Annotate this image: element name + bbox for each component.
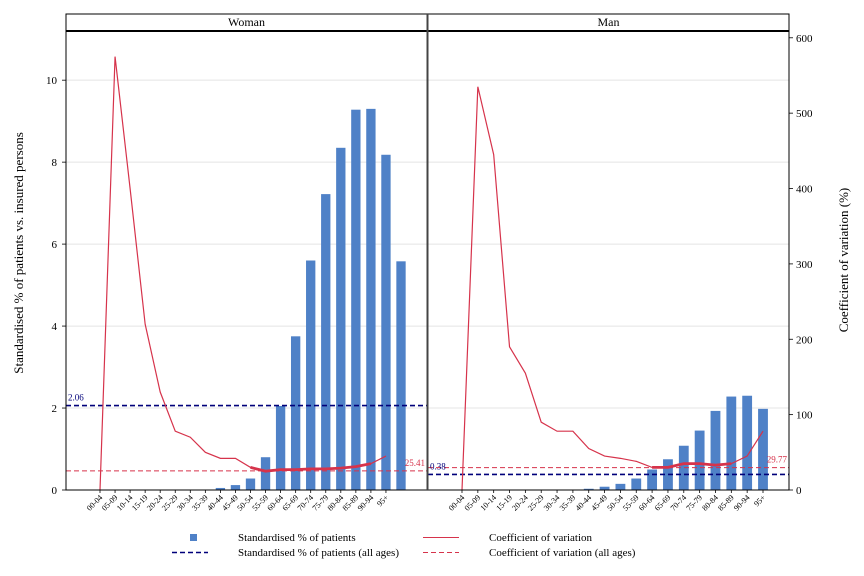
y-tick-label-right: 600 <box>796 33 813 45</box>
y-tick-label-right: 400 <box>796 184 813 196</box>
x-tick-label: 70-74 <box>669 493 689 513</box>
x-tick-label: 35-39 <box>558 493 578 513</box>
x-tick-label: 80-84 <box>326 493 346 513</box>
ref-cv-label: 29.77 <box>767 455 788 465</box>
bar <box>742 395 753 490</box>
x-tick-label: 60-64 <box>265 493 285 513</box>
legend-label: Standardised % of patients (all ages) <box>238 547 399 559</box>
bars <box>215 108 768 491</box>
ref-bar-label: 2.06 <box>68 393 84 403</box>
bar <box>215 487 226 490</box>
reference-lines: 2.06 25.41 0.38 29.77 <box>66 393 789 476</box>
bar <box>599 486 610 490</box>
y-axis-left-label: Standardised % of patients vs. insured p… <box>11 132 26 374</box>
bar <box>631 478 642 490</box>
y-tick-label-right: 0 <box>796 485 802 497</box>
bar <box>290 336 301 490</box>
x-tick-label: 85-89 <box>716 493 736 513</box>
y-tick-label-right: 200 <box>796 334 813 346</box>
bar <box>583 488 594 490</box>
legend: Standardised % of patients Coefficient of… <box>172 532 636 559</box>
x-tick-label: 05-09 <box>463 493 483 513</box>
x-tick-label: 55-59 <box>621 493 641 513</box>
bar <box>306 260 316 490</box>
bar <box>663 459 673 490</box>
ref-bar-label: 0.38 <box>430 461 446 471</box>
x-tick-label: 50-54 <box>605 493 625 513</box>
y-tick-label-right: 300 <box>796 259 813 271</box>
x-tick-label: 40-44 <box>205 493 225 513</box>
bar <box>351 109 361 490</box>
x-tick-label: 25-29 <box>526 493 546 513</box>
y-tick-label-left: 4 <box>52 321 58 333</box>
x-tick-label: 55-59 <box>250 493 270 513</box>
x-tick-label: 20-24 <box>145 493 165 513</box>
bar <box>710 410 721 490</box>
x-tick-label: 30-34 <box>175 493 195 513</box>
x-tick-label: 40-44 <box>574 493 594 513</box>
x-tick-label: 90-94 <box>732 493 752 513</box>
x-tick-label: 10-14 <box>479 493 499 513</box>
x-tick-label: 95+ <box>752 493 768 509</box>
x-tick-label: 65-69 <box>653 493 673 513</box>
x-tick-label: 80-84 <box>700 493 720 513</box>
x-tick-label: 00-04 <box>85 493 105 513</box>
x-tick-label: 50-54 <box>235 493 255 513</box>
x-tick-label: 60-64 <box>637 493 657 513</box>
bar <box>615 483 626 490</box>
cv-line-emphasis <box>250 462 372 473</box>
panel-title: Woman <box>228 15 265 29</box>
legend-marker-bar <box>190 534 197 541</box>
legend-label: Standardised % of patients <box>238 532 356 544</box>
y-tick-label-left: 0 <box>52 485 58 497</box>
bar <box>694 430 705 490</box>
bar <box>366 108 376 490</box>
x-tick-label: 15-19 <box>494 493 514 513</box>
bar <box>647 469 658 490</box>
x-tick-label: 95+ <box>375 493 391 509</box>
x-tick-label: 75-79 <box>311 493 331 513</box>
bar <box>245 478 256 490</box>
y-tick-label-right: 500 <box>796 108 813 120</box>
x-tick-label: 75-79 <box>684 493 704 513</box>
legend-label: Coefficient of variation <box>489 532 593 544</box>
y-tick-label-left: 10 <box>46 75 58 87</box>
cv-lines <box>99 56 764 491</box>
bar <box>230 485 241 490</box>
x-tick-label: 85-89 <box>341 493 361 513</box>
x-tick-label: 15-19 <box>130 493 150 513</box>
x-tick-label: 30-34 <box>542 493 562 513</box>
y-tick-label-left: 8 <box>52 157 58 169</box>
x-tick-label: 00-04 <box>447 493 467 513</box>
x-tick-label: 05-09 <box>100 493 120 513</box>
bar <box>381 154 391 491</box>
bar <box>275 405 286 490</box>
ref-cv-label: 25.41 <box>405 458 425 468</box>
bar <box>726 396 737 490</box>
y-tick-label-left: 2 <box>52 403 58 415</box>
panel-title: Man <box>598 15 620 29</box>
legend-label: Coefficient of variation (all ages) <box>489 547 636 559</box>
y-axis-right-label: Coefficient of variation (%) <box>836 188 851 333</box>
x-tick-label: 70-74 <box>296 493 316 513</box>
y-tick-label-right: 100 <box>796 410 813 422</box>
bar <box>260 457 271 490</box>
x-tick-label: 20-24 <box>510 493 530 513</box>
panel-frames: Woman Man <box>65 13 790 491</box>
bar <box>678 445 689 490</box>
bar <box>396 261 406 490</box>
x-tick-label: 65-69 <box>280 493 300 513</box>
bar <box>336 147 346 490</box>
x-tick-label: 45-49 <box>589 493 609 513</box>
y-tick-label-left: 6 <box>52 239 58 251</box>
x-tick-label: 90-94 <box>356 493 376 513</box>
x-tick-label: 45-49 <box>220 493 240 513</box>
cv-line-emphasis <box>652 462 732 469</box>
bar <box>758 408 768 490</box>
bar <box>321 194 331 490</box>
x-tick-label: 10-14 <box>115 493 135 513</box>
x-tick-label: 35-39 <box>190 493 210 513</box>
x-tick-label: 25-29 <box>160 493 180 513</box>
